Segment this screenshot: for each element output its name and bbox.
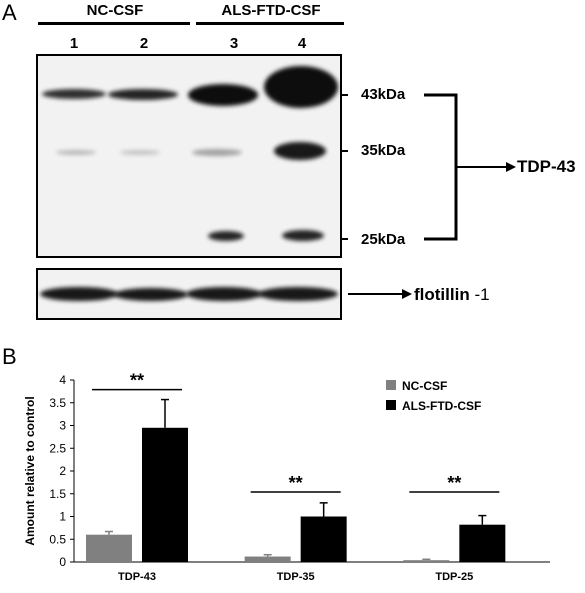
band-35-lane3 (192, 149, 242, 156)
bar-tdp-43-s1 (86, 534, 132, 562)
y-tick-label: 0 (59, 555, 66, 569)
loading-label: flotillin -1 (414, 285, 490, 305)
group-underline-nc (38, 22, 190, 25)
legend-label: ALS-FTD-CSF (402, 399, 481, 413)
marker-label-43kda: 43kDa (361, 86, 406, 103)
panel-b-letter: B (2, 344, 17, 369)
category-label: TDP-43 (118, 571, 156, 583)
bar-tdp-25-s1 (403, 560, 450, 562)
lane-number-2: 2 (139, 35, 149, 52)
legend-swatch (386, 380, 396, 390)
lane-number-4: 4 (297, 35, 307, 52)
y-tick-label: 2 (59, 464, 66, 478)
band-43-lane4 (264, 66, 338, 108)
band-25-lane4 (282, 230, 324, 241)
arrow-head-icon (506, 162, 516, 172)
band-flot-lane2 (114, 288, 188, 301)
lane-number-1: 1 (69, 35, 79, 52)
loading-label-suffix: -1 (474, 285, 490, 304)
significance-stars: ** (130, 371, 144, 391)
category-label: TDP-25 (435, 571, 473, 583)
band-flot-lane1 (40, 287, 118, 301)
band-flot-lane4 (258, 287, 338, 301)
group-label-als-ftd-csf: ALS-FTD-CSF (221, 2, 321, 19)
marker-tick-43 (340, 94, 348, 96)
y-tick-label: 0.5 (49, 532, 66, 546)
y-tick-label: 3 (59, 419, 66, 433)
legend-swatch (386, 400, 396, 410)
band-43-lane1 (42, 89, 106, 99)
lane-number-3: 3 (229, 35, 239, 52)
bar-chart: 0 0.5 1 1.5 2 2.5 3 3.5 4 Amount relative to cont… (23, 371, 550, 583)
y-tick-label: 3.5 (49, 396, 66, 410)
bracket-line (424, 93, 458, 241)
significance-stars: ** (289, 473, 303, 493)
y-tick-label: 4 (59, 373, 66, 387)
target-label-tdp43: TDP-43 (517, 157, 576, 176)
y-tick-label: 1.5 (49, 487, 66, 501)
significance-stars: ** (447, 473, 461, 493)
marker-label-25kda: 25kDa (361, 231, 406, 248)
band-35-lane1 (56, 150, 96, 155)
band-35-lane4 (274, 142, 326, 160)
y-axis-label: Amount relative to control (23, 396, 37, 545)
band-25-lane3 (208, 231, 244, 241)
marker-tick-35 (340, 150, 348, 152)
bar-tdp-43-s2 (142, 427, 188, 562)
marker-tick-25 (340, 238, 348, 240)
tdp43-bracket-arrow (424, 93, 516, 241)
bar-tdp-35-s2 (300, 516, 347, 562)
western-blot-loading-control (36, 268, 342, 320)
y-tick-label: 2.5 (49, 441, 66, 455)
legend-label: NC-CSF (402, 379, 447, 393)
group-label-nc-csf: NC-CSF (86, 2, 144, 19)
loading-label-name: flotillin (414, 285, 470, 304)
band-43-lane3 (188, 84, 258, 106)
western-blot-main (36, 54, 342, 258)
group-underline-als (196, 22, 344, 25)
flotillin-arrow (348, 289, 412, 299)
marker-label-35kda: 35kDa (361, 142, 406, 159)
y-tick-label: 1 (59, 510, 66, 524)
band-43-lane2 (108, 89, 178, 100)
flotillin-arrow-head-icon (402, 289, 412, 299)
panel-a-letter: A (2, 0, 17, 25)
category-label: TDP-35 (277, 571, 315, 583)
bar-tdp-25-s2 (459, 524, 506, 562)
bar-tdp-35-s1 (244, 556, 291, 562)
band-35-lane2 (120, 150, 160, 155)
band-flot-lane3 (186, 287, 262, 301)
